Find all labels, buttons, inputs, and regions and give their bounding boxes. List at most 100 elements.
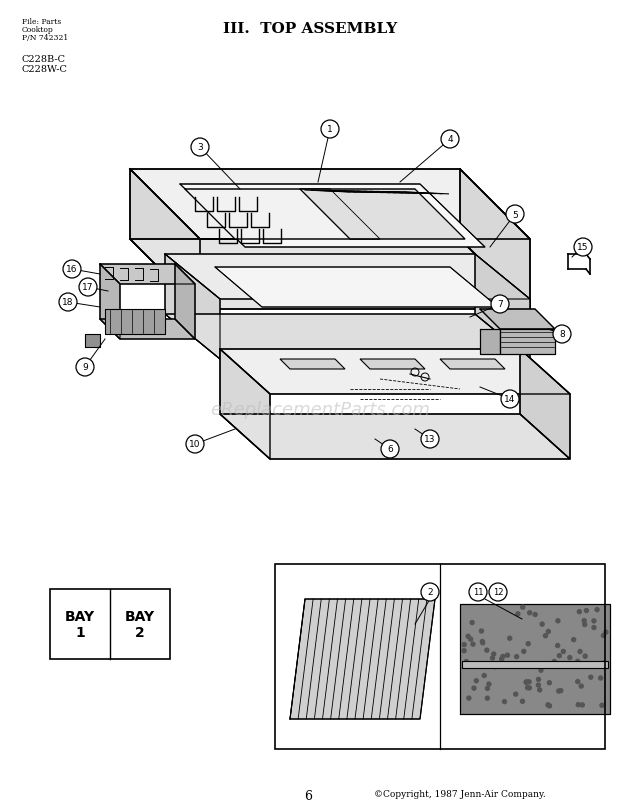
Polygon shape: [220, 414, 570, 460]
Circle shape: [480, 640, 484, 644]
Circle shape: [514, 693, 518, 697]
Polygon shape: [220, 350, 570, 394]
Circle shape: [521, 605, 525, 609]
Polygon shape: [280, 359, 345, 370]
Text: 3: 3: [197, 144, 203, 152]
Circle shape: [582, 619, 586, 623]
Polygon shape: [460, 604, 610, 714]
Circle shape: [466, 634, 470, 638]
Text: P/N 742321: P/N 742321: [22, 34, 68, 42]
Text: 7: 7: [497, 300, 503, 309]
Polygon shape: [220, 350, 270, 460]
Text: 17: 17: [82, 283, 94, 292]
Polygon shape: [100, 320, 195, 340]
Circle shape: [76, 358, 94, 376]
Circle shape: [598, 676, 603, 680]
Circle shape: [492, 652, 496, 656]
Circle shape: [602, 661, 606, 665]
Text: 1: 1: [327, 126, 333, 135]
Polygon shape: [100, 264, 120, 340]
Circle shape: [421, 583, 439, 601]
Circle shape: [501, 654, 505, 659]
Polygon shape: [475, 255, 530, 359]
Text: 11: 11: [472, 588, 483, 597]
Polygon shape: [130, 169, 200, 310]
Circle shape: [578, 650, 582, 654]
Polygon shape: [100, 264, 195, 285]
Text: 13: 13: [424, 435, 436, 444]
Polygon shape: [130, 240, 530, 310]
Circle shape: [494, 665, 497, 669]
Circle shape: [559, 689, 563, 693]
Circle shape: [536, 683, 541, 687]
Text: 12: 12: [493, 588, 503, 597]
Circle shape: [595, 607, 599, 611]
Text: 9: 9: [82, 363, 88, 372]
Circle shape: [462, 649, 466, 653]
Circle shape: [502, 700, 507, 704]
Circle shape: [191, 139, 209, 157]
Text: 6: 6: [387, 445, 393, 454]
Text: eReplacementParts.com: eReplacementParts.com: [210, 401, 430, 418]
Text: 16: 16: [66, 265, 78, 274]
Circle shape: [592, 619, 596, 623]
Circle shape: [491, 296, 509, 314]
Circle shape: [547, 681, 551, 684]
Circle shape: [601, 633, 605, 637]
Polygon shape: [130, 169, 530, 240]
Polygon shape: [290, 599, 435, 719]
Text: 6: 6: [304, 789, 312, 802]
Circle shape: [546, 703, 550, 707]
Circle shape: [568, 656, 572, 659]
Circle shape: [479, 629, 484, 633]
Circle shape: [580, 703, 584, 707]
Circle shape: [527, 680, 531, 684]
Polygon shape: [165, 315, 530, 359]
Text: 18: 18: [62, 298, 74, 307]
Text: 10: 10: [189, 440, 201, 449]
Circle shape: [540, 622, 544, 626]
Text: ©Copyright, 1987 Jenn-Air Company.: ©Copyright, 1987 Jenn-Air Company.: [374, 789, 546, 798]
Polygon shape: [360, 359, 425, 370]
Circle shape: [576, 703, 580, 707]
Circle shape: [553, 325, 571, 344]
Circle shape: [480, 641, 485, 645]
Circle shape: [462, 643, 466, 647]
Circle shape: [577, 610, 582, 614]
Polygon shape: [215, 268, 498, 307]
Circle shape: [520, 699, 525, 703]
Polygon shape: [300, 190, 465, 240]
Circle shape: [515, 654, 518, 659]
Text: C228B-C
C228W-C: C228B-C C228W-C: [22, 55, 68, 75]
Circle shape: [557, 689, 560, 693]
Circle shape: [485, 686, 489, 690]
Bar: [50, 590, 170, 659]
Circle shape: [583, 654, 587, 659]
Polygon shape: [85, 335, 100, 348]
Circle shape: [501, 391, 519, 409]
Polygon shape: [185, 190, 380, 240]
Circle shape: [544, 634, 547, 638]
Circle shape: [505, 654, 510, 658]
Circle shape: [561, 650, 565, 654]
Circle shape: [528, 686, 531, 690]
Text: 8: 8: [559, 330, 565, 339]
Circle shape: [539, 668, 543, 672]
Text: File: Parts: File: Parts: [22, 18, 61, 26]
Polygon shape: [462, 661, 608, 668]
Text: 4: 4: [447, 135, 453, 144]
Circle shape: [524, 680, 528, 684]
Circle shape: [592, 626, 596, 630]
Polygon shape: [480, 310, 555, 329]
Polygon shape: [520, 350, 570, 460]
Circle shape: [585, 609, 588, 613]
Circle shape: [516, 612, 520, 616]
Circle shape: [552, 659, 556, 663]
Bar: [275, 564, 605, 749]
Text: BAY
1: BAY 1: [65, 609, 95, 639]
Circle shape: [525, 680, 529, 684]
Circle shape: [557, 654, 561, 658]
Circle shape: [467, 696, 471, 700]
Circle shape: [474, 679, 478, 683]
Polygon shape: [480, 329, 500, 354]
